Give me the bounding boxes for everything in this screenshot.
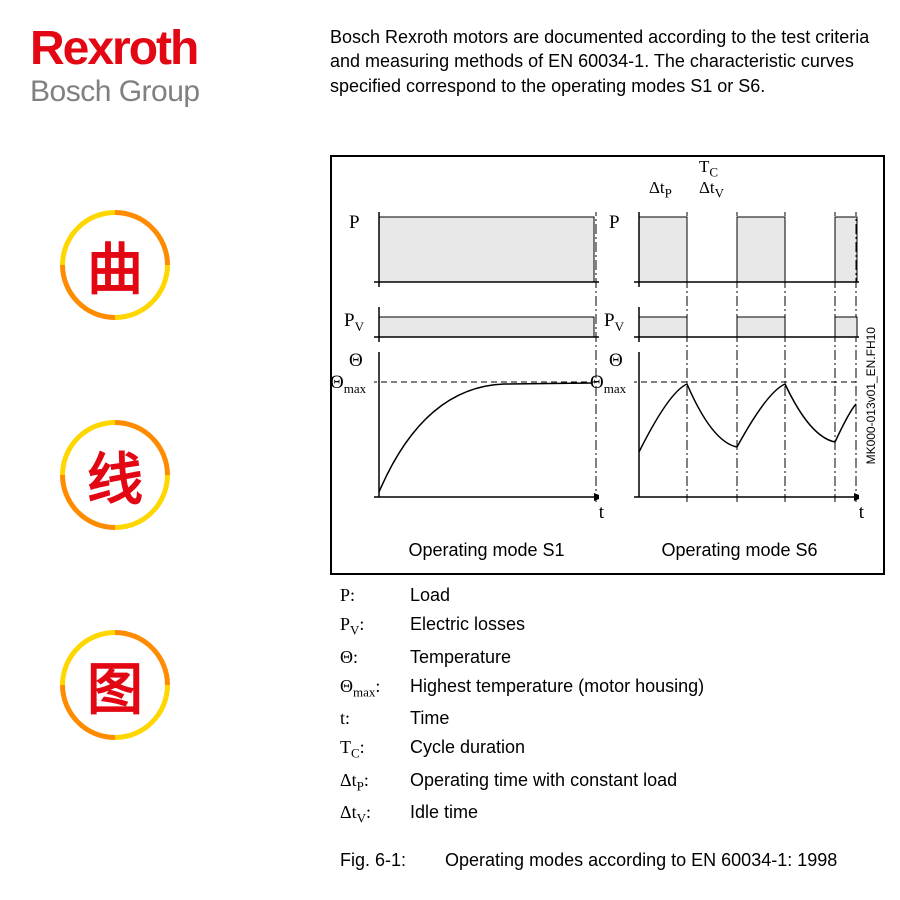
legend-row: ΔtP:Operating time with constant load	[340, 770, 885, 795]
legend-row: PV:Electric losses	[340, 614, 885, 639]
legend-row: t:Time	[340, 708, 885, 729]
logo-sub: Bosch Group	[30, 75, 200, 109]
legend-desc: Operating time with constant load	[410, 770, 885, 795]
chart-s1: P PV Θ Θmax t	[374, 212, 599, 502]
legend-row: Θ:Temperature	[340, 647, 885, 668]
legend-sym: ΔtV:	[340, 802, 410, 827]
badge-2: 线	[60, 420, 170, 530]
legend-sym: ΔtP:	[340, 770, 410, 795]
legend-sym: t:	[340, 708, 410, 729]
legend-desc: Load	[410, 585, 885, 606]
intro-paragraph: Bosch Rexroth motors are documented acco…	[330, 25, 880, 98]
figure-text: Operating modes according to EN 60034-1:…	[445, 850, 837, 870]
s1-label-pv: PV	[344, 310, 364, 335]
legend-row: TC:Cycle duration	[340, 737, 885, 762]
legend-row: ΔtV:Idle time	[340, 802, 885, 827]
s1-label-t: t	[599, 502, 604, 524]
chart-s6-svg	[634, 212, 859, 502]
legend-desc: Time	[410, 708, 885, 729]
mode-s6-title: Operating mode S6	[627, 540, 852, 561]
badge-3-char: 图	[87, 645, 143, 726]
chart-s1-svg	[374, 212, 599, 502]
s1-label-thetamax: Θmax	[330, 372, 366, 397]
legend-sym: PV:	[340, 614, 410, 639]
legend-desc: Temperature	[410, 647, 885, 668]
logo-main: Rexroth	[30, 25, 200, 73]
s6-label-theta: Θ	[609, 350, 623, 372]
s6-label-p: P	[609, 212, 620, 234]
s1-label-theta: Θ	[349, 350, 363, 372]
legend-sym: Θmax:	[340, 676, 410, 701]
legend-sym: Θ:	[340, 647, 410, 668]
s1-label-p: P	[349, 212, 360, 234]
dtv-label: ΔtV	[699, 178, 724, 201]
legend-sym: TC:	[340, 737, 410, 762]
legend-row: Θmax:Highest temperature (motor housing)	[340, 676, 885, 701]
side-ref-text: MK000-013v01_EN.FH10	[864, 327, 878, 464]
badge-1-char: 曲	[87, 225, 143, 306]
chart-s6: P PV Θ Θmax t TC ΔtP ΔtV	[634, 212, 859, 502]
legend-table: P:Load PV:Electric losses Θ:Temperature …	[340, 585, 885, 835]
legend-row: P:Load	[340, 585, 885, 606]
tc-label: TC	[699, 157, 718, 180]
figure-caption: Fig. 6-1: Operating modes according to E…	[340, 850, 837, 871]
badge-3: 图	[60, 630, 170, 740]
mode-s1-title: Operating mode S1	[374, 540, 599, 561]
s6-label-pv: PV	[604, 310, 624, 335]
legend-sym: P:	[340, 585, 410, 606]
badge-1: 曲	[60, 210, 170, 320]
legend-desc: Highest temperature (motor housing)	[410, 676, 885, 701]
s6-label-t: t	[859, 502, 864, 524]
figure-number: Fig. 6-1:	[340, 850, 440, 871]
badge-2-char: 线	[87, 435, 143, 516]
s6-label-thetamax: Θmax	[590, 372, 626, 397]
legend-desc: Idle time	[410, 802, 885, 827]
dtp-label: ΔtP	[649, 178, 672, 201]
diagram-container: P PV Θ Θmax t	[330, 155, 885, 575]
legend-desc: Electric losses	[410, 614, 885, 639]
logo: Rexroth Bosch Group	[30, 25, 200, 109]
legend-desc: Cycle duration	[410, 737, 885, 762]
